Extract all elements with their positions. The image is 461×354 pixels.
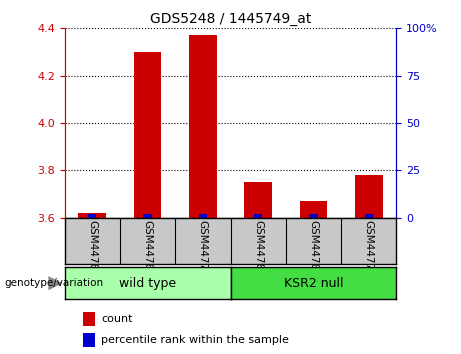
Text: wild type: wild type <box>119 277 176 290</box>
Text: GSM447768: GSM447768 <box>198 220 208 284</box>
Bar <box>143 214 152 218</box>
Bar <box>199 214 207 218</box>
Bar <box>78 213 106 218</box>
Bar <box>134 52 161 218</box>
Text: GSM447749: GSM447749 <box>364 220 374 284</box>
Text: count: count <box>101 314 133 324</box>
Text: GSM447607: GSM447607 <box>308 220 319 283</box>
Title: GDS5248 / 1445749_at: GDS5248 / 1445749_at <box>150 12 311 26</box>
Bar <box>300 201 327 218</box>
Bar <box>254 214 262 218</box>
Bar <box>365 214 373 218</box>
Bar <box>309 214 318 218</box>
Polygon shape <box>48 276 62 290</box>
Bar <box>189 35 217 218</box>
Text: GSM447606: GSM447606 <box>87 220 97 283</box>
Text: KSR2 null: KSR2 null <box>284 277 343 290</box>
Bar <box>355 175 383 218</box>
Bar <box>88 214 96 218</box>
Text: percentile rank within the sample: percentile rank within the sample <box>101 335 290 345</box>
Text: genotype/variation: genotype/variation <box>5 278 104 288</box>
Text: GSM447605: GSM447605 <box>253 220 263 283</box>
Bar <box>244 182 272 218</box>
Text: GSM447609: GSM447609 <box>142 220 153 283</box>
